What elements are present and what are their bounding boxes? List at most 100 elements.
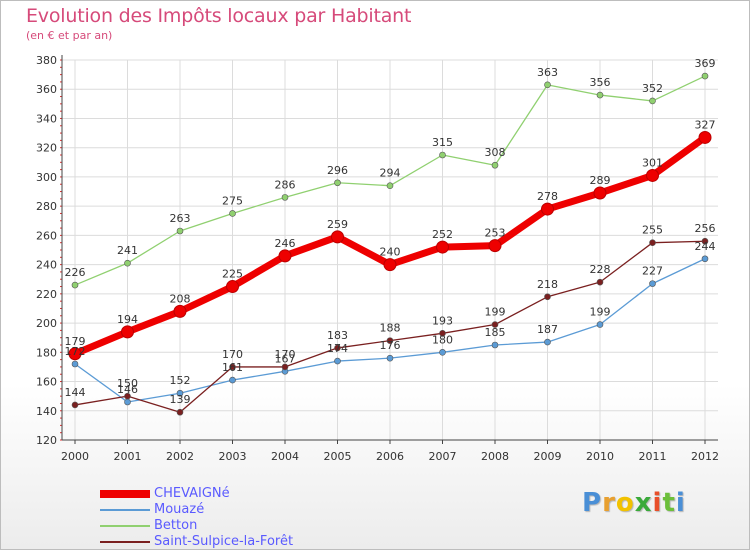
data-label: 176 xyxy=(380,339,401,352)
data-label: 167 xyxy=(275,352,296,365)
data-point xyxy=(226,280,239,294)
data-label: 286 xyxy=(275,178,296,191)
data-point xyxy=(124,392,131,400)
legend-swatch xyxy=(100,509,150,511)
data-label: 228 xyxy=(590,263,611,276)
data-label: 255 xyxy=(642,224,663,237)
data-point xyxy=(439,330,446,337)
data-point xyxy=(173,304,187,318)
data-point xyxy=(491,341,499,349)
data-label: 259 xyxy=(327,218,348,231)
data-point xyxy=(71,360,79,368)
x-tick-label: 2003 xyxy=(219,450,247,463)
data-label: 225 xyxy=(222,268,243,281)
y-tick-label: 260 xyxy=(36,229,57,242)
data-point xyxy=(334,344,341,352)
x-tick-label: 2012 xyxy=(691,450,719,463)
data-label: 188 xyxy=(380,322,401,335)
legend-swatch xyxy=(100,525,150,527)
data-point xyxy=(491,321,499,328)
logo-letter: t xyxy=(662,488,676,518)
x-tick-label: 2004 xyxy=(271,450,299,463)
data-label: 252 xyxy=(432,228,453,241)
data-point xyxy=(439,151,446,159)
data-label: 369 xyxy=(695,57,716,70)
x-tick-label: 2011 xyxy=(639,450,667,463)
data-point xyxy=(596,321,604,328)
data-label: 296 xyxy=(327,164,348,177)
data-point xyxy=(596,278,604,286)
proxiti-logo: Proxiti xyxy=(582,488,686,518)
logo-letter: x xyxy=(634,488,653,518)
data-point xyxy=(124,259,131,267)
chart-subtitle: (en € et par an) xyxy=(26,29,113,42)
data-label: 227 xyxy=(642,265,663,278)
data-point xyxy=(229,363,236,371)
data-point xyxy=(436,240,449,254)
x-tick-label: 2005 xyxy=(324,450,352,463)
data-label: 144 xyxy=(65,386,86,399)
y-tick-label: 380 xyxy=(36,54,57,67)
y-tick-label: 200 xyxy=(36,317,57,330)
data-label: 275 xyxy=(222,194,243,207)
data-point xyxy=(281,194,289,201)
data-label: 193 xyxy=(432,314,453,327)
logo-letter: i xyxy=(675,488,686,518)
logo-letter: o xyxy=(615,488,635,518)
x-tick-label: 2000 xyxy=(61,450,89,463)
y-tick-label: 320 xyxy=(36,142,57,155)
data-point xyxy=(124,398,131,406)
y-tick-label: 220 xyxy=(36,288,57,301)
data-label: 363 xyxy=(537,66,558,79)
legend: CHEVAIGNé Mouazé Betton Saint-Sulpice-la-Fo… xyxy=(100,486,420,550)
data-label: 146 xyxy=(117,383,138,396)
data-point xyxy=(593,186,607,200)
y-tick-label: 240 xyxy=(36,259,57,272)
data-point xyxy=(701,72,709,80)
data-label: 180 xyxy=(432,333,453,346)
x-tick-label: 2009 xyxy=(534,450,562,463)
data-point xyxy=(698,130,712,144)
data-point xyxy=(278,249,292,263)
data-point xyxy=(386,354,394,362)
data-point xyxy=(331,230,344,244)
data-label: 199 xyxy=(485,306,506,319)
legend-item: Mouazé xyxy=(100,502,420,518)
data-label: 218 xyxy=(537,278,558,291)
data-label: 256 xyxy=(695,222,716,235)
logo-letter: r xyxy=(602,488,616,518)
data-point xyxy=(649,239,656,246)
data-label: 301 xyxy=(642,156,663,169)
y-tick-label: 140 xyxy=(36,405,57,418)
data-point xyxy=(544,81,551,89)
y-tick-label: 160 xyxy=(36,376,57,389)
legend-label: Saint-Sulpice-la-Forêt xyxy=(154,534,294,549)
y-tick-label: 360 xyxy=(36,83,57,96)
legend-swatch xyxy=(100,541,150,543)
x-tick-label: 2001 xyxy=(114,450,142,463)
data-point xyxy=(649,97,656,105)
data-label: 352 xyxy=(642,82,663,95)
data-point xyxy=(386,182,394,189)
data-label: 194 xyxy=(117,313,138,326)
data-label: 253 xyxy=(485,227,506,240)
data-point xyxy=(176,389,184,397)
data-point xyxy=(229,210,236,217)
legend-label: Betton xyxy=(154,518,198,533)
data-point xyxy=(383,258,397,272)
data-label: 294 xyxy=(380,167,401,180)
data-label: 187 xyxy=(537,323,558,336)
data-point xyxy=(176,227,184,235)
data-label: 161 xyxy=(222,361,243,374)
legend-label: Mouazé xyxy=(154,502,205,517)
data-label: 139 xyxy=(170,393,191,406)
data-point xyxy=(491,161,499,169)
data-label: 356 xyxy=(590,76,611,89)
data-point xyxy=(596,91,604,99)
data-label: 263 xyxy=(170,212,191,225)
data-label: 199 xyxy=(590,306,611,319)
data-point xyxy=(439,349,446,356)
x-tick-label: 2010 xyxy=(586,450,614,463)
data-point xyxy=(386,337,394,344)
